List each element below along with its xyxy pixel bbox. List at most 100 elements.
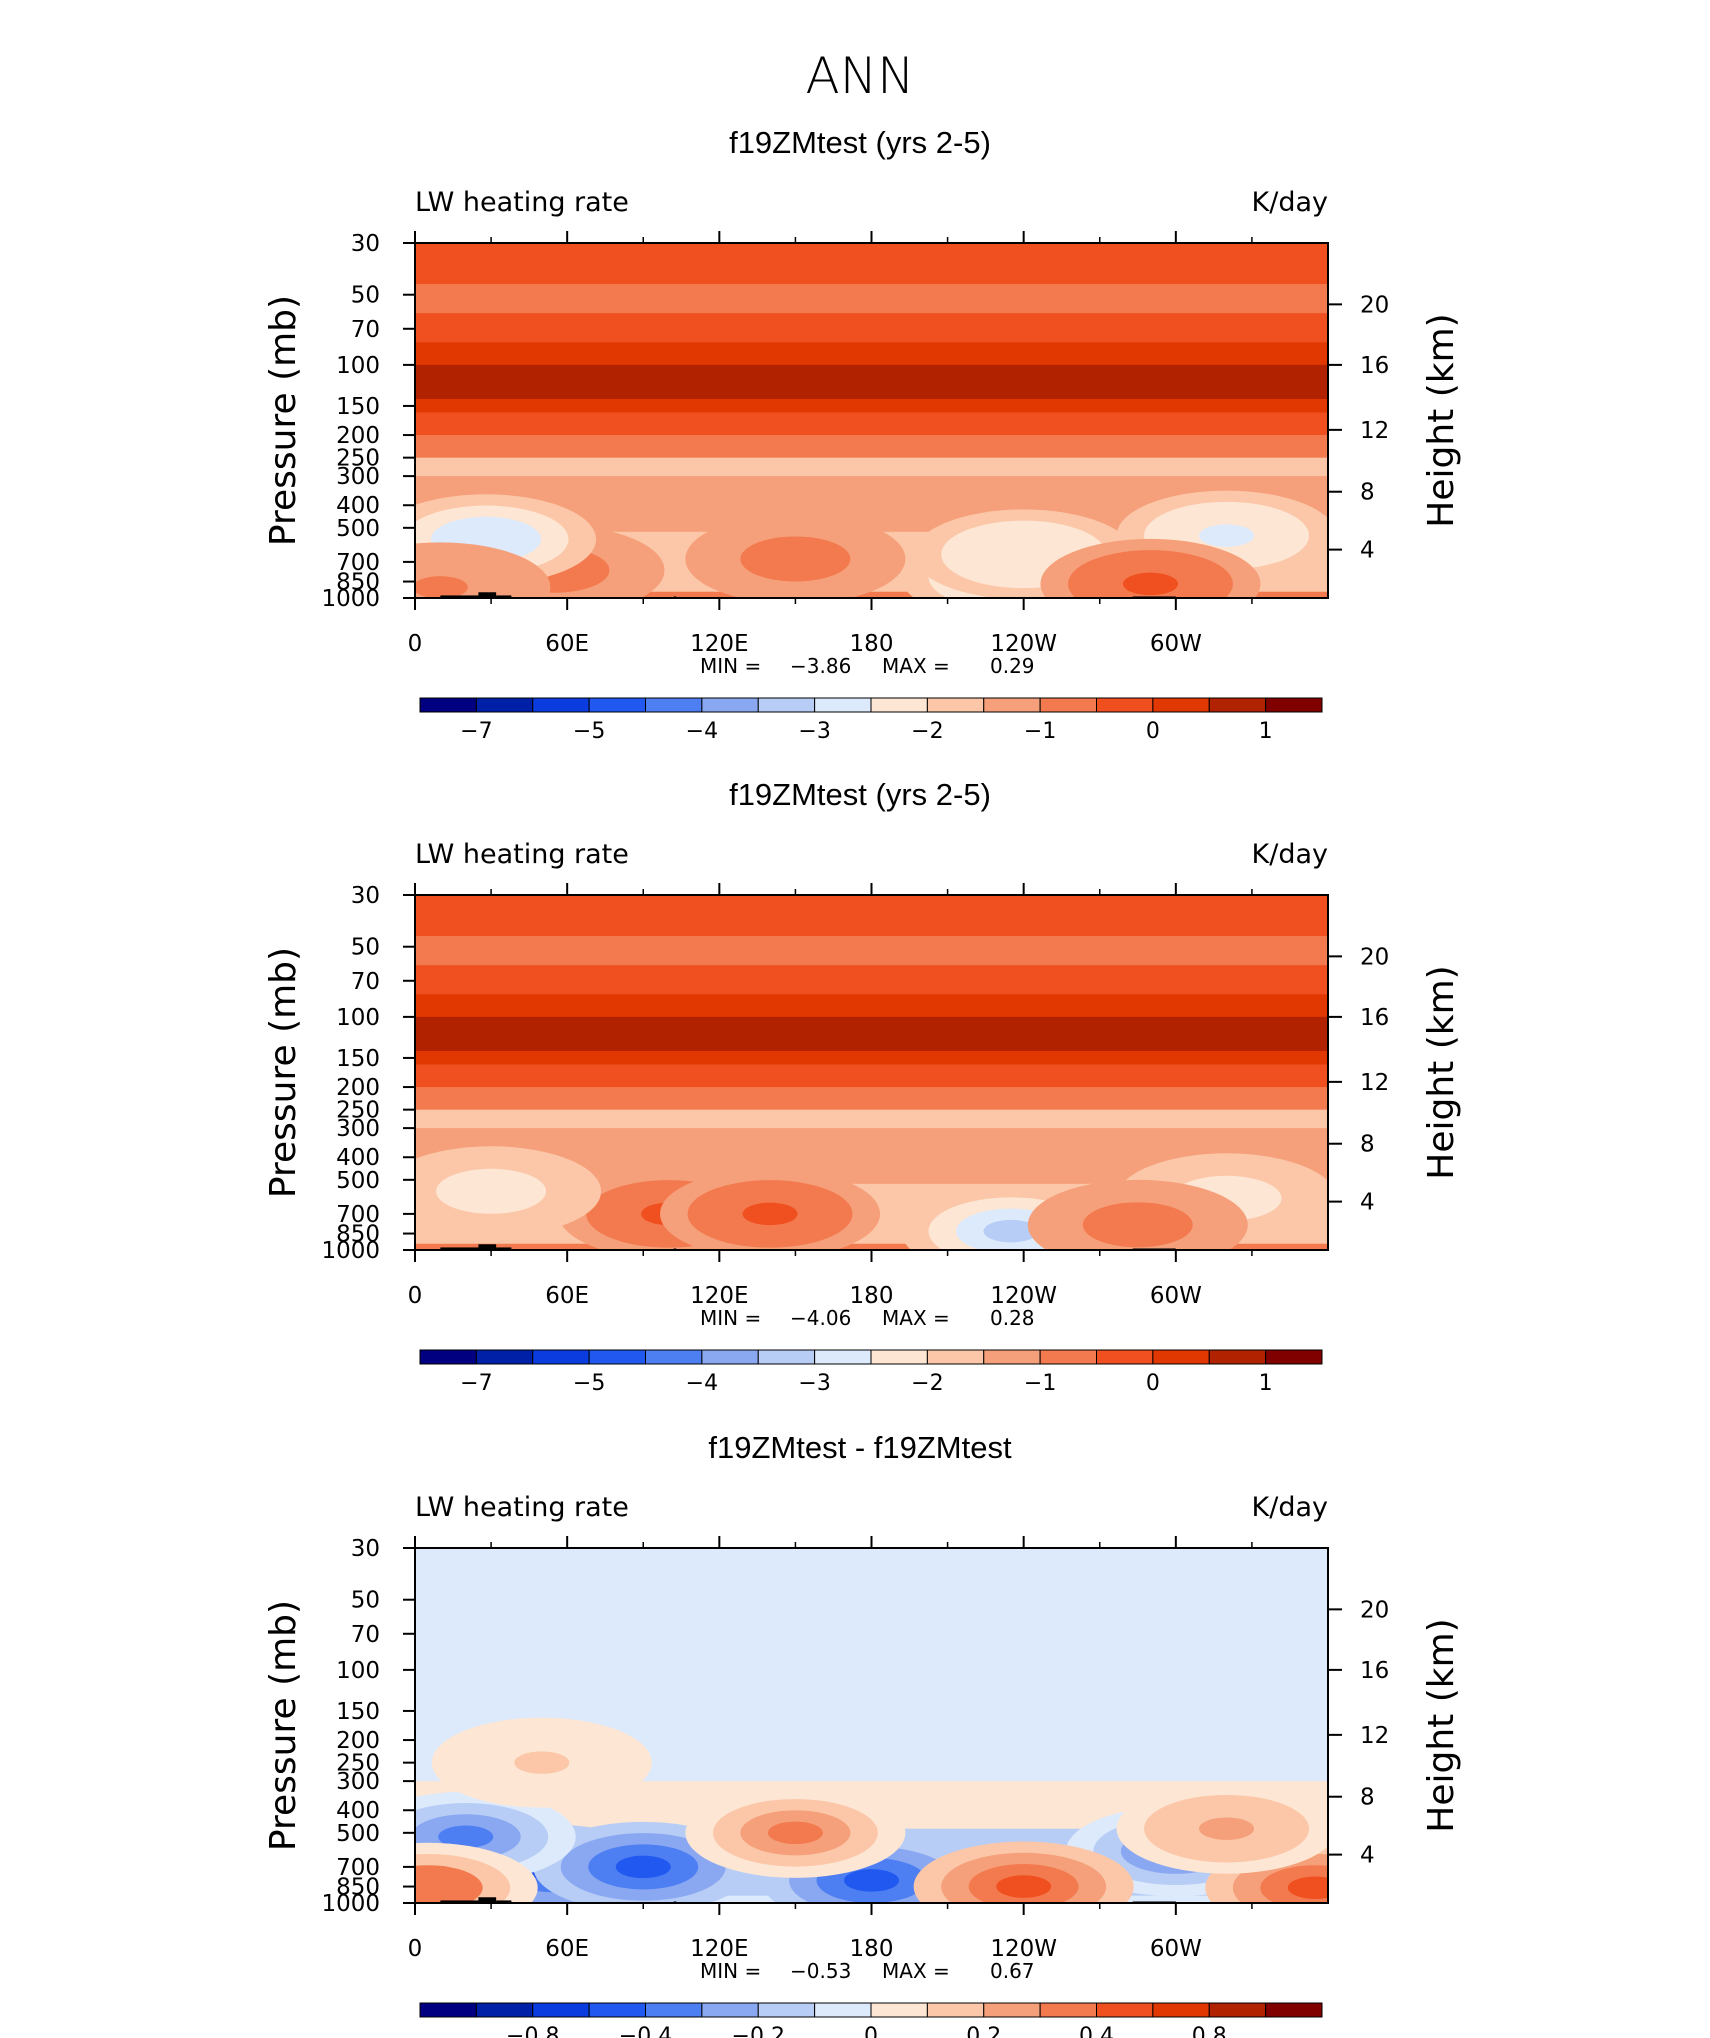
max-label: MAX = bbox=[882, 1959, 950, 1983]
y-axis-label: Pressure (mb) bbox=[263, 1600, 304, 1851]
topography bbox=[496, 1247, 512, 1250]
contour-anomaly bbox=[742, 1202, 798, 1226]
y-tick-label: 100 bbox=[336, 1658, 380, 1684]
colorbar-swatch bbox=[532, 2002, 590, 2018]
y-tick-label: 70 bbox=[351, 317, 380, 343]
contour-field bbox=[415, 895, 1328, 1250]
y2-tick-label: 4 bbox=[1360, 1190, 1375, 1216]
y2-tick-label: 16 bbox=[1360, 353, 1389, 379]
y2-tick-label: 20 bbox=[1360, 292, 1389, 318]
colorbar-swatch bbox=[983, 2002, 1041, 2018]
colorbar-swatch bbox=[1208, 697, 1267, 713]
y-tick-label: 850 bbox=[336, 570, 380, 596]
max-label: MAX = bbox=[882, 1306, 950, 1330]
colorbar-swatch bbox=[1265, 1349, 1323, 1365]
x-tick-label: 180 bbox=[850, 631, 894, 657]
colorbar-label: 0 bbox=[1146, 1371, 1160, 1396]
topography bbox=[496, 595, 512, 598]
x-tick-label: 60E bbox=[545, 1936, 589, 1962]
y-tick-label: 100 bbox=[336, 1005, 380, 1031]
colorbar-swatch bbox=[926, 2002, 985, 2018]
colorbar-label: 1 bbox=[1259, 1371, 1273, 1396]
colorbar-swatch bbox=[532, 697, 590, 713]
colorbar-swatch bbox=[1152, 697, 1210, 713]
y2-tick-label: 4 bbox=[1360, 1843, 1375, 1869]
y2-axis-label: Height (km) bbox=[1421, 313, 1462, 527]
colorbar-label: −3 bbox=[798, 1371, 830, 1396]
colorbar-swatch bbox=[588, 2002, 646, 2018]
topography bbox=[440, 1247, 479, 1250]
colorbar-label: 0 bbox=[1146, 719, 1160, 744]
colorbar-label: −7 bbox=[460, 1371, 492, 1396]
colorbar-label: 0.4 bbox=[1079, 2024, 1114, 2038]
topography bbox=[440, 595, 479, 598]
x-tick-label: 0 bbox=[408, 1283, 423, 1309]
y-tick-label: 200 bbox=[336, 423, 380, 449]
contour-anomaly bbox=[1122, 572, 1178, 596]
y-tick-label: 50 bbox=[351, 283, 380, 309]
contour-anomaly bbox=[996, 543, 1052, 566]
colorbar-swatch bbox=[1265, 2002, 1323, 2018]
y-tick-label: 150 bbox=[336, 1046, 380, 1072]
y-tick-label: 50 bbox=[351, 1588, 380, 1614]
contour-anomaly bbox=[463, 1180, 519, 1203]
max-label: MAX = bbox=[882, 654, 950, 678]
colorbar-swatch bbox=[1208, 1349, 1267, 1365]
colorbar-swatch bbox=[1152, 1349, 1210, 1365]
colorbar-label: 0 bbox=[864, 2024, 878, 2038]
y2-tick-label: 8 bbox=[1360, 1785, 1375, 1811]
contour-anomaly bbox=[1199, 1817, 1255, 1840]
colorbar-swatch bbox=[701, 697, 759, 713]
y-tick-label: 300 bbox=[336, 464, 380, 490]
y-tick-label: 400 bbox=[336, 493, 380, 519]
y-tick-label: 150 bbox=[336, 1699, 380, 1725]
x-tick-label: 0 bbox=[408, 631, 423, 657]
colorbar-label: −4 bbox=[686, 719, 718, 744]
colorbar-label: −1 bbox=[1024, 1371, 1056, 1396]
y-tick-label: 150 bbox=[336, 394, 380, 420]
y2-tick-label: 16 bbox=[1360, 1005, 1389, 1031]
colorbar-swatch bbox=[701, 1349, 759, 1365]
max-value: 0.67 bbox=[990, 1959, 1035, 1983]
contour-anomaly bbox=[996, 1875, 1052, 1898]
y-tick-label: 50 bbox=[351, 935, 380, 961]
contour-anomaly bbox=[1199, 524, 1255, 547]
colorbar-label: −4 bbox=[686, 1371, 718, 1396]
contour-field bbox=[415, 1548, 1328, 1903]
x-tick-label: 60W bbox=[1150, 1283, 1202, 1309]
y-tick-label: 70 bbox=[351, 969, 380, 995]
variable-label: LW heating rate bbox=[415, 1492, 629, 1523]
y-tick-label: 1000 bbox=[321, 1891, 380, 1917]
colorbar-swatch bbox=[870, 697, 928, 713]
units-label: K/day bbox=[1252, 839, 1328, 870]
y-tick-label: 400 bbox=[336, 1145, 380, 1171]
colorbar-swatch bbox=[475, 2002, 534, 2018]
colorbar-swatch bbox=[814, 1349, 872, 1365]
colorbar-swatch bbox=[757, 697, 816, 713]
strat-top bbox=[415, 895, 1328, 937]
x-tick-label: 60W bbox=[1150, 631, 1202, 657]
y2-tick-label: 20 bbox=[1360, 1597, 1389, 1623]
x-tick-label: 180 bbox=[850, 1936, 894, 1962]
y-tick-label: 500 bbox=[336, 1168, 380, 1194]
contour-anomaly bbox=[844, 1869, 899, 1892]
contour-anomaly bbox=[415, 576, 468, 598]
y2-tick-label: 20 bbox=[1360, 944, 1389, 970]
y-tick-label: 500 bbox=[336, 1821, 380, 1847]
min-label: MIN = bbox=[700, 1306, 761, 1330]
contour-anomaly bbox=[415, 1876, 456, 1899]
min-value: −0.53 bbox=[790, 1959, 851, 1983]
colorbar-swatch bbox=[588, 1349, 646, 1365]
colorbar-swatch bbox=[1208, 2002, 1267, 2018]
colorbar-swatch bbox=[1096, 2002, 1154, 2018]
colorbar-swatch bbox=[757, 2002, 816, 2018]
y-tick-label: 70 bbox=[351, 1622, 380, 1648]
surface-layer bbox=[415, 591, 1328, 598]
topography bbox=[496, 1900, 512, 1903]
units-label: K/day bbox=[1252, 1492, 1328, 1523]
panel-title: f19ZMtest (yrs 2-5) bbox=[729, 125, 991, 160]
contour-anomaly bbox=[767, 547, 823, 571]
strat-layer bbox=[415, 364, 1328, 399]
colorbar-swatch bbox=[475, 1349, 534, 1365]
colorbar-swatch bbox=[645, 697, 703, 713]
